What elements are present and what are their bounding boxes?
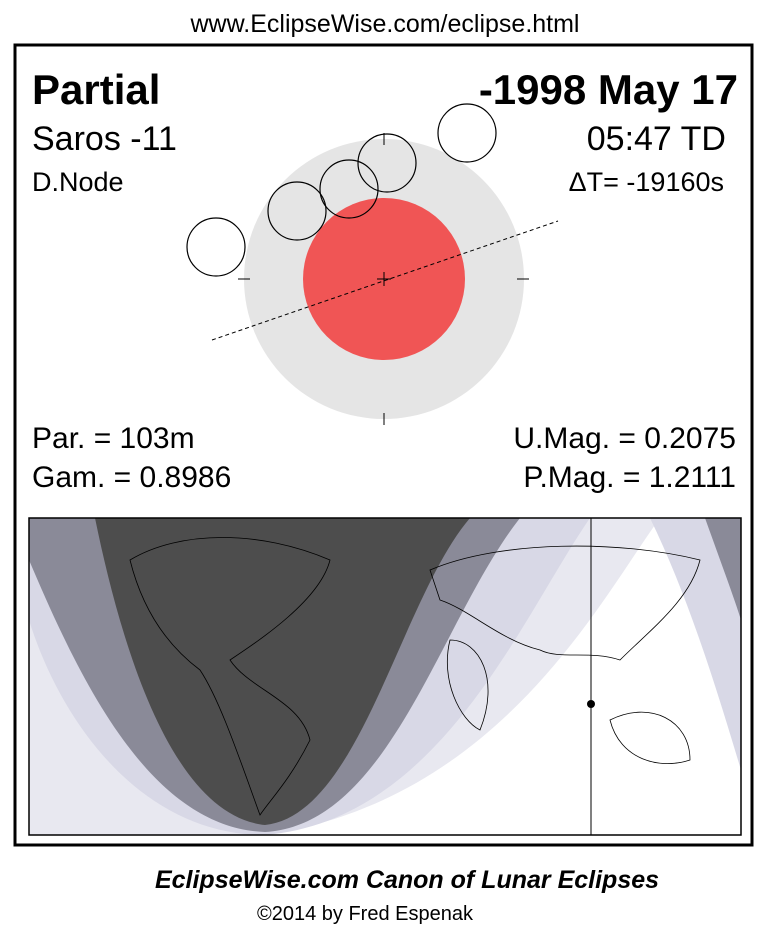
moon-path	[211, 220, 559, 341]
footer-credit: ©2014 by Fred Espenak	[257, 903, 474, 925]
sub-lunar-point	[587, 700, 595, 708]
time: 05:47 TD	[587, 120, 726, 158]
visibility-band	[95, 518, 470, 825]
continent-outline	[129, 537, 331, 816]
footer-title: EclipseWise.com Canon of Lunar Eclipses	[155, 866, 659, 894]
saros: Saros -11	[32, 120, 177, 158]
node: D.Node	[32, 167, 124, 197]
ticks	[238, 133, 529, 425]
url: www.EclipseWise.com/eclipse.html	[190, 10, 580, 38]
penumbral-mag: P.Mag. = 1.2111	[523, 461, 736, 494]
world-map	[28, 517, 742, 836]
map-frame	[28, 517, 742, 836]
continent-outline	[429, 545, 701, 764]
gamma: Gam. = 0.8986	[32, 461, 231, 494]
visibility-band	[650, 518, 741, 770]
eclipse-date: -1998 May 17	[479, 66, 738, 113]
moons	[186, 103, 497, 277]
eclipse-diagram	[186, 103, 559, 425]
duration: Par. = 103m	[32, 422, 195, 455]
umbral-mag: U.Mag. = 0.2075	[513, 422, 736, 455]
eclipse-type: Partial	[32, 66, 160, 113]
visibility-band	[705, 518, 741, 620]
delta-t: ΔT= -19160s	[569, 167, 724, 197]
